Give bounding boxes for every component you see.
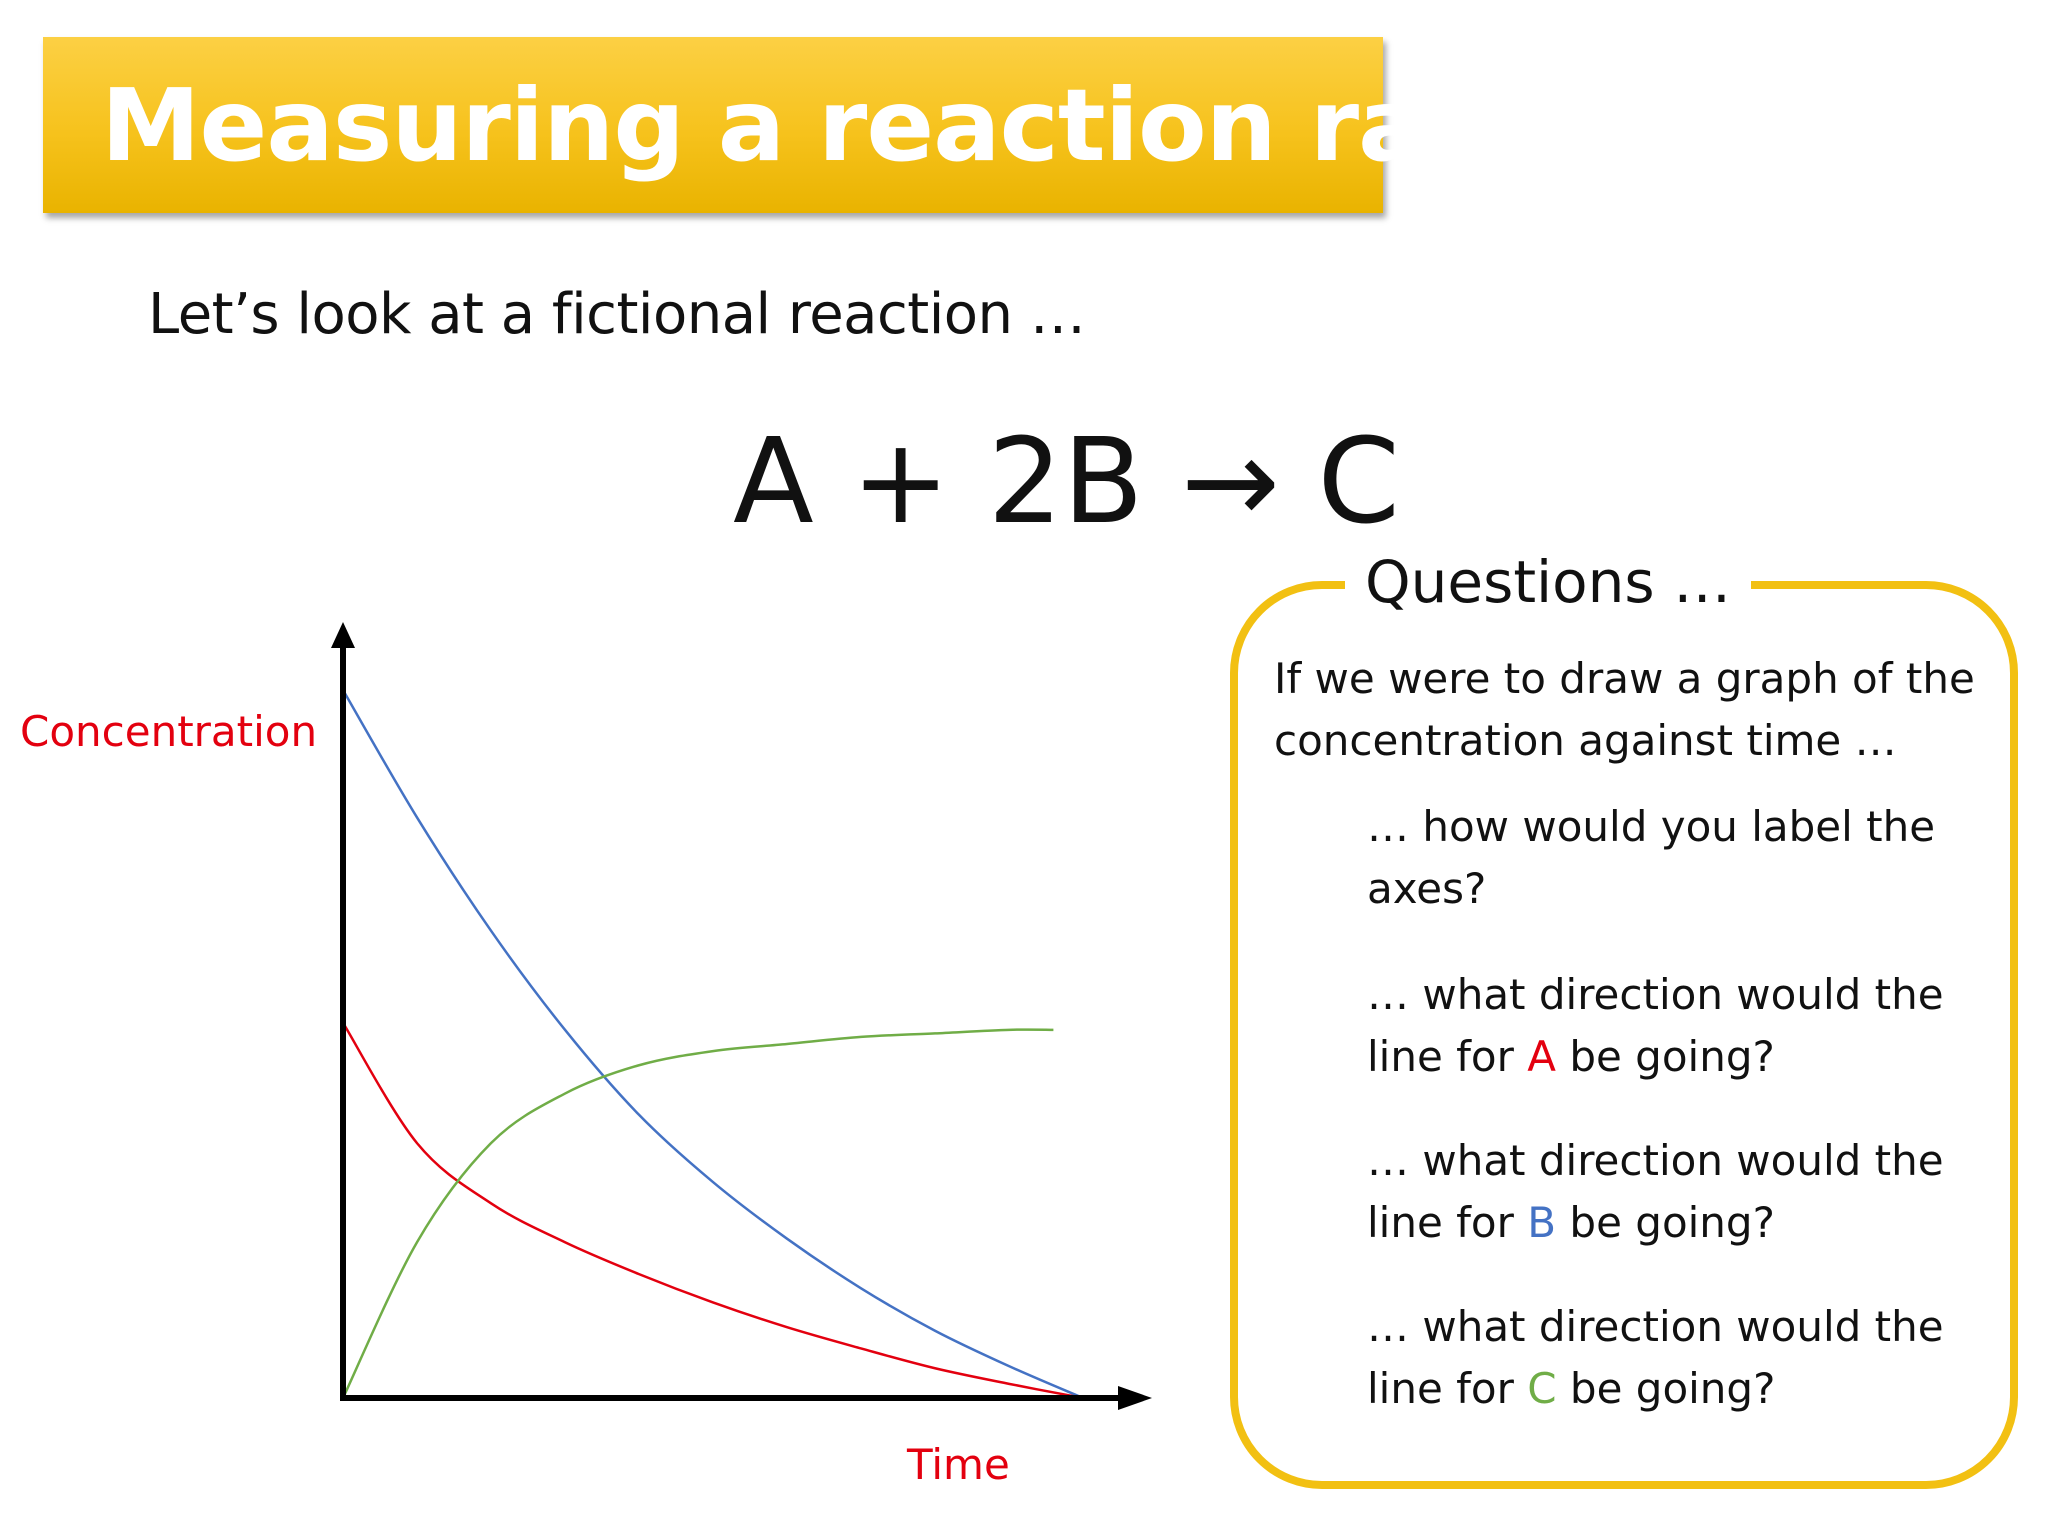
question-item-a: … what direction would the line for A be… [1367,964,1987,1088]
concentration-time-chart [331,622,1152,1410]
series-b-line [341,689,1084,1400]
series-a-line [341,1022,1084,1400]
question-text-start: … what direction would the line for [1367,970,1944,1081]
x-axis-label: Time [907,1440,1010,1489]
species-b-label: B [1527,1198,1557,1247]
y-axis-label: Concentration [20,707,318,756]
reaction-equation: A + 2B → C [733,412,1400,550]
series-layer [341,689,1084,1400]
series-c-line [341,1028,1054,1399]
question-item-axes: … how would you label the axes? [1367,796,1987,920]
question-text-start: … what direction would the line for [1367,1136,1944,1247]
questions-intro: If we were to draw a graph of the concen… [1274,654,1975,765]
slide-title: Measuring a reaction rate [101,67,1539,184]
question-item-c: … what direction would the line for C be… [1367,1296,1987,1420]
question-text-end: be going? [1555,1032,1775,1081]
species-a-label: A [1527,1032,1556,1081]
species-c-label: C [1527,1364,1557,1413]
question-item-b: … what direction would the line for B be… [1367,1130,1987,1254]
title-banner: Measuring a reaction rate [43,37,1539,213]
question-text-start: … what direction would the line for [1367,1302,1944,1413]
y-axis-arrowhead [331,622,355,648]
question-text-end: be going? [1556,1364,1776,1413]
questions-heading: Questions … [1345,548,1752,616]
questions-list: … how would you label the axes? … what d… [1367,796,1987,1462]
intro-text: Let’s look at a fictional reaction … [148,282,1086,347]
x-axis-arrowhead [1118,1386,1152,1410]
question-text-end: be going? [1556,1198,1775,1247]
question-text: … how would you label the axes? [1367,802,1936,913]
